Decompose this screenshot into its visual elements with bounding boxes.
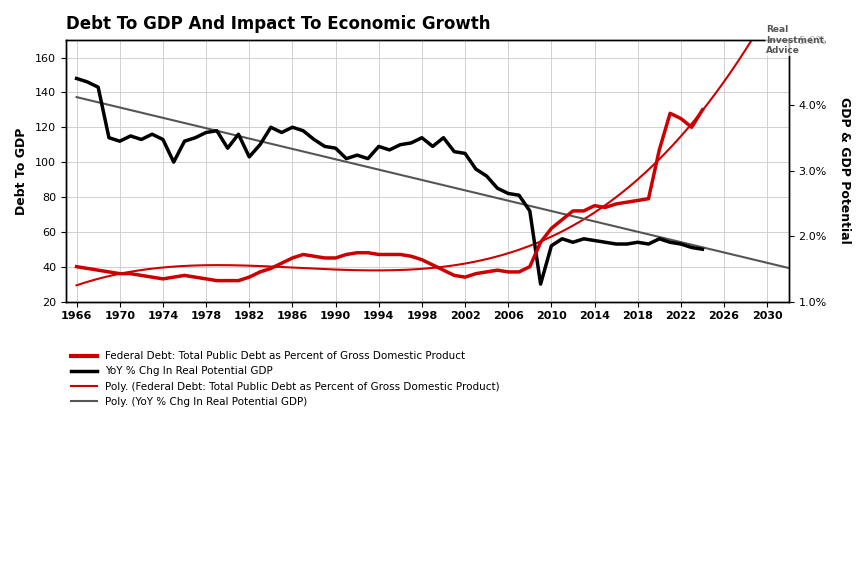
Y-axis label: GDP & GDP Potential: GDP & GDP Potential xyxy=(838,98,851,244)
Y-axis label: Debt To GDP: Debt To GDP xyxy=(15,127,28,214)
Legend: Federal Debt: Total Public Debt as Percent of Gross Domestic Product, YoY % Chg : Federal Debt: Total Public Debt as Perce… xyxy=(71,351,500,407)
Text: Real
Investment
Advice: Real Investment Advice xyxy=(766,25,824,55)
Text: Debt To GDP And Impact To Economic Growth: Debt To GDP And Impact To Economic Growt… xyxy=(66,15,490,33)
